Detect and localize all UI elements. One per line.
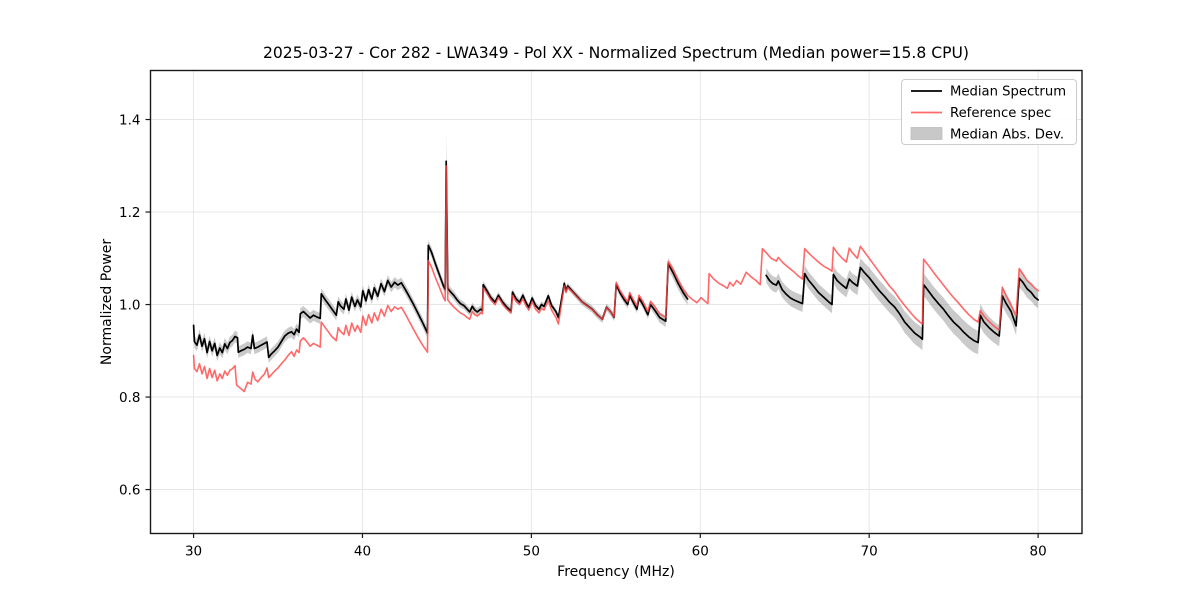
y-tick-label: 1.2 bbox=[119, 205, 140, 221]
median-spectrum-line bbox=[765, 266, 1039, 344]
legend-box bbox=[901, 79, 1077, 145]
y-tick-label: 0.6 bbox=[119, 482, 140, 498]
x-tick-label: 50 bbox=[523, 544, 540, 560]
mad-band-layer bbox=[193, 133, 1039, 363]
x-tick-label: 60 bbox=[692, 544, 709, 560]
y-axis-label: Normalized Power bbox=[99, 239, 115, 365]
mad-band bbox=[193, 133, 688, 363]
median-spectrum-line bbox=[192, 160, 689, 359]
y-tick-label: 1.4 bbox=[119, 112, 140, 128]
reference-spec-line bbox=[192, 165, 1039, 393]
legend-swatch-mad bbox=[910, 127, 943, 140]
x-tick-label: 80 bbox=[1029, 544, 1046, 560]
x-tick-label: 40 bbox=[354, 544, 371, 560]
mad-band bbox=[766, 258, 1039, 355]
legend-label-median-spectrum: Median Spectrum bbox=[950, 85, 1066, 100]
chart-title: 2025-03-27 - Cor 282 - LWA349 - Pol XX -… bbox=[263, 44, 969, 62]
y-tick-label: 1.0 bbox=[119, 297, 140, 313]
legend-label-reference-spec: Reference spec bbox=[950, 106, 1051, 121]
x-tick-label: 30 bbox=[185, 544, 202, 560]
axes-frame bbox=[149, 69, 1083, 535]
grid-layer bbox=[150, 70, 1082, 534]
x-tick-label: 70 bbox=[861, 544, 878, 560]
x-axis-label: Frequency (MHz) bbox=[557, 564, 675, 580]
series-line-layer bbox=[192, 160, 1039, 393]
y-tick-label: 0.8 bbox=[119, 390, 140, 406]
tick-layer: 30 40 50 60 70 80 0.6 0.8 1.0 1.2 1.4 bbox=[119, 112, 1047, 559]
legend: Median Spectrum Reference spec Median Ab… bbox=[901, 79, 1077, 145]
legend-label-mad: Median Abs. Dev. bbox=[950, 128, 1064, 143]
